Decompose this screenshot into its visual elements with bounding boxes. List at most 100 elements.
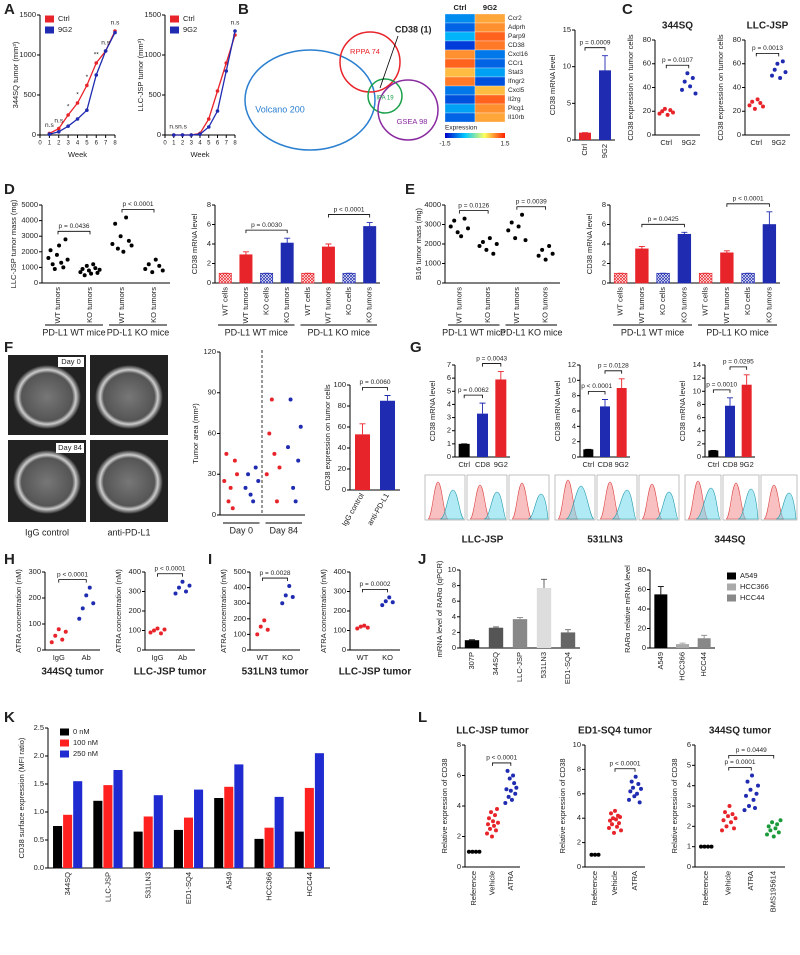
heatmap-cell [445, 23, 475, 32]
data-point [779, 818, 783, 822]
data-point [66, 258, 70, 262]
x-tick-label: IgG [151, 653, 163, 662]
legend-swatch [170, 27, 179, 34]
venn-label: Volcano 200 [255, 104, 305, 114]
data-point [83, 273, 87, 277]
y-axis-label: CD38 mRNA level [548, 54, 557, 115]
bar [224, 787, 233, 868]
y-tick-label: 1000 [144, 50, 161, 59]
error-bar [766, 212, 772, 225]
data-point [94, 73, 98, 77]
x-tick-label: HCC44 [699, 652, 708, 677]
y-tick-label: 0 [342, 485, 346, 494]
x-tick-label: WT tumors [722, 287, 731, 324]
chart-title: 344SQ tumor [709, 726, 771, 737]
data-point [449, 224, 453, 228]
bar [295, 832, 304, 868]
data-point [706, 845, 710, 849]
y-tick-label: 2 [687, 821, 691, 830]
bar [561, 632, 575, 648]
x-tick-label: WT cells [303, 287, 312, 316]
data-point [503, 801, 507, 805]
y-tick-label: 400 [233, 583, 246, 592]
y-tick-label: 60 [338, 422, 346, 431]
data-point [233, 459, 237, 463]
heatmap-cell [475, 86, 505, 95]
data-point [486, 822, 490, 826]
chart-title: 344SQ tumor [41, 667, 103, 678]
x-tick-label: CD8 [597, 460, 612, 469]
y-tick-label: 4 [697, 426, 701, 435]
data-point [767, 824, 771, 828]
data-point [130, 244, 134, 248]
data-point [280, 601, 284, 605]
bar [600, 406, 610, 457]
row-label: Plcg1 [508, 105, 525, 112]
data-point [703, 845, 707, 849]
bar [219, 273, 231, 283]
y-tick-label: 60 [733, 59, 741, 68]
data-point [752, 798, 756, 802]
x-tick-label: WT tumors [53, 287, 62, 324]
data-point [235, 472, 239, 476]
y-tick-label: 300 [233, 598, 246, 607]
x-tick-label: WT cells [220, 287, 229, 316]
data-point [172, 133, 176, 137]
heatmap-cell [475, 68, 505, 77]
y-tick-label: 14 [693, 360, 701, 369]
y-tick-label: 15 [563, 25, 571, 34]
x-tick-label: KO tumors [483, 287, 492, 323]
data-point [607, 826, 611, 830]
x-tick-label: WT [357, 653, 369, 662]
x-tick-label: 5 [207, 141, 211, 147]
data-point [688, 84, 692, 88]
significance-label: n.s [54, 117, 63, 124]
chart-title: LLC-JSP tumor [134, 667, 207, 678]
p-value: p < 0.0001 [57, 571, 88, 578]
y-tick-label: 0 [34, 278, 38, 287]
y-tick-label: 0 [452, 643, 456, 652]
bar [154, 795, 163, 868]
x-tick-label: KO tumors [365, 287, 374, 323]
chart-title: LLC-JSP [462, 535, 504, 546]
comparison-bracket [363, 589, 388, 592]
x-tick-label: A549 [224, 872, 233, 890]
data-point [477, 850, 481, 854]
comparison-bracket [58, 231, 90, 234]
legend-label: Ctrl [183, 14, 195, 23]
data-point [753, 806, 757, 810]
data-point [154, 258, 158, 262]
bar [134, 832, 143, 868]
bar [537, 588, 551, 648]
data-point [77, 617, 81, 621]
data-point [593, 853, 597, 857]
bar [174, 830, 183, 868]
group-label: PD-L1 KO mice [706, 327, 769, 337]
venn-label: RPPA 74 [350, 47, 380, 56]
data-point [251, 499, 255, 503]
data-point [485, 831, 489, 835]
y-tick-label: 10 [568, 375, 576, 384]
y-tick-label: 80 [643, 35, 651, 44]
data-point [85, 264, 89, 268]
data-point [198, 132, 202, 136]
data-point [617, 821, 621, 825]
comparison-bracket [493, 763, 511, 766]
data-point [609, 811, 613, 815]
data-point [511, 774, 515, 778]
legend-swatch [60, 751, 69, 758]
data-point [189, 133, 193, 137]
data-point [612, 831, 616, 835]
data-point [615, 825, 619, 829]
data-point [728, 804, 732, 808]
heatmap-cell [475, 23, 505, 32]
data-point [470, 850, 474, 854]
significance-label: n.s [178, 124, 187, 131]
x-tick-label: Vehicle [724, 871, 733, 895]
x-tick-label: Ctrl [580, 144, 589, 156]
data-point [85, 108, 89, 112]
heatmap-cell [475, 113, 505, 122]
x-tick-label: 9G2 [740, 460, 754, 469]
y-axis-label: CD38 mRNA level [553, 380, 562, 441]
comparison-bracket [459, 211, 488, 214]
